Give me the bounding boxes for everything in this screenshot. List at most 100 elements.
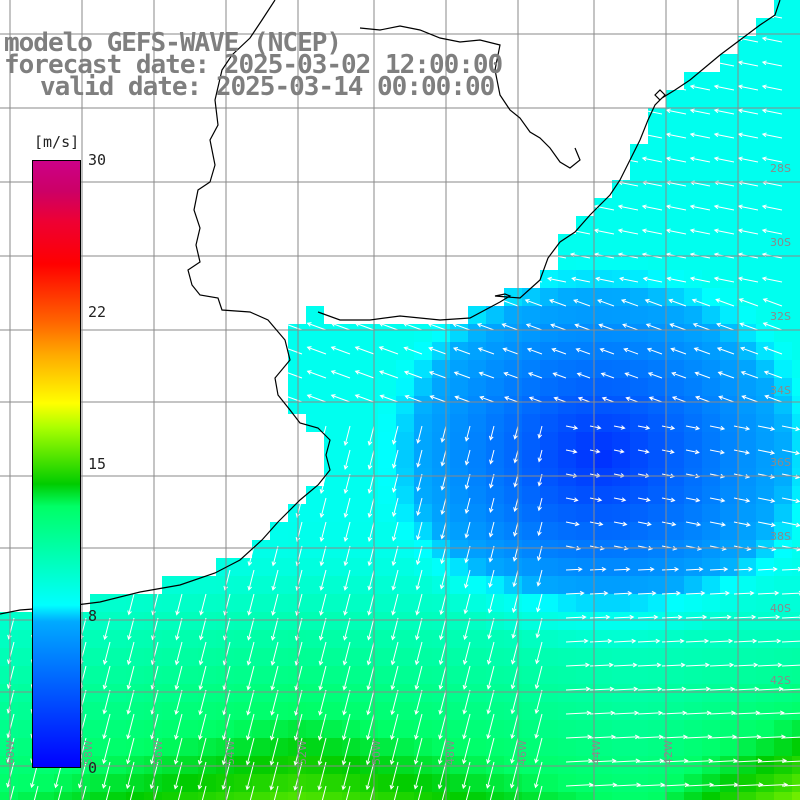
wind-arrow [297, 785, 303, 800]
field-cell [360, 450, 378, 468]
wind-arrow [781, 590, 800, 596]
field-cell [774, 360, 792, 378]
field-cell [522, 396, 540, 414]
field-cell [702, 774, 720, 792]
field-cell [522, 702, 540, 720]
field-cell [342, 504, 360, 522]
wind-arrow [126, 641, 135, 666]
wind-arrow [174, 665, 183, 691]
wind-arrow [354, 394, 375, 403]
wind-arrow [661, 521, 677, 527]
field-cell [612, 504, 630, 522]
field-cell [306, 774, 324, 792]
field-cell [738, 648, 756, 666]
field-cell [504, 450, 522, 468]
field-cell [558, 738, 576, 756]
field-cell [612, 486, 630, 504]
field-cell [252, 702, 270, 720]
field-cell [774, 18, 792, 36]
field-cell [36, 792, 54, 800]
field-cell [702, 612, 720, 630]
wind-arrow [781, 784, 800, 787]
field-cell [558, 288, 576, 306]
field-cell [288, 360, 306, 378]
field-cell [612, 666, 630, 684]
field-cell [504, 378, 522, 396]
field-cell [342, 396, 360, 414]
wind-arrow [391, 593, 399, 616]
field-cell [630, 630, 648, 648]
field-cell [432, 486, 450, 504]
wind-arrow [737, 132, 759, 139]
wind-arrow [757, 521, 776, 528]
wind-arrow [391, 449, 399, 469]
field-cell [414, 360, 432, 378]
wind-arrow [589, 497, 603, 502]
wind-arrow [613, 638, 637, 644]
wind-arrow [486, 737, 495, 765]
field-cell [576, 342, 594, 360]
field-cell [540, 756, 558, 774]
wind-arrow [330, 394, 351, 403]
field-cell [702, 702, 720, 720]
field-cell [558, 234, 576, 252]
field-cell [738, 324, 756, 342]
field-cell [324, 684, 342, 702]
field-cell [522, 522, 540, 540]
field-cell [666, 234, 684, 252]
field-cell [756, 162, 774, 180]
wind-arrow [536, 569, 543, 587]
field-cell [342, 720, 360, 738]
field-cell [702, 504, 720, 522]
wind-arrow [624, 372, 639, 379]
field-cell [234, 792, 252, 800]
wind-arrow [645, 323, 663, 331]
field-cell [594, 288, 612, 306]
wind-arrow [737, 204, 759, 211]
field-cell [414, 468, 432, 486]
field-cell [558, 702, 576, 720]
field-cell [720, 342, 738, 360]
wind-arrow [589, 614, 611, 620]
field-cell [666, 216, 684, 234]
wind-arrow [669, 323, 687, 331]
field-cell [468, 720, 486, 738]
wind-arrow [199, 617, 207, 641]
field-cell [360, 342, 378, 360]
wind-arrow [685, 614, 708, 620]
wind-arrow [510, 665, 519, 690]
field-cell [450, 558, 468, 576]
wind-arrow [613, 734, 640, 740]
field-cell [108, 792, 126, 800]
field-cell [450, 432, 468, 450]
field-cell [450, 504, 468, 522]
field-cell [504, 306, 522, 324]
wind-arrow [127, 593, 135, 616]
field-cell [414, 612, 432, 630]
field-cell [288, 738, 306, 756]
wind-arrow [477, 347, 495, 355]
wind-arrow [733, 425, 751, 431]
wind-arrow [440, 425, 447, 443]
field-cell [360, 414, 378, 432]
field-cell [504, 342, 522, 360]
wind-arrow [438, 665, 447, 691]
wind-arrow [366, 641, 375, 666]
field-cell [720, 216, 738, 234]
field-cell [576, 486, 594, 504]
field-cell [792, 720, 800, 738]
field-cell [756, 234, 774, 252]
wind-arrow [668, 298, 687, 307]
field-cell [0, 666, 18, 684]
wind-arrow [199, 593, 207, 616]
wind-arrow [781, 688, 800, 691]
field-cell [576, 522, 594, 540]
field-cell [378, 684, 396, 702]
wind-arrow [464, 521, 471, 539]
wind-arrow [637, 567, 655, 572]
field-cell [468, 666, 486, 684]
wind-arrow [367, 569, 375, 591]
field-cell [702, 666, 720, 684]
field-cell [324, 756, 342, 774]
field-cell [144, 720, 162, 738]
